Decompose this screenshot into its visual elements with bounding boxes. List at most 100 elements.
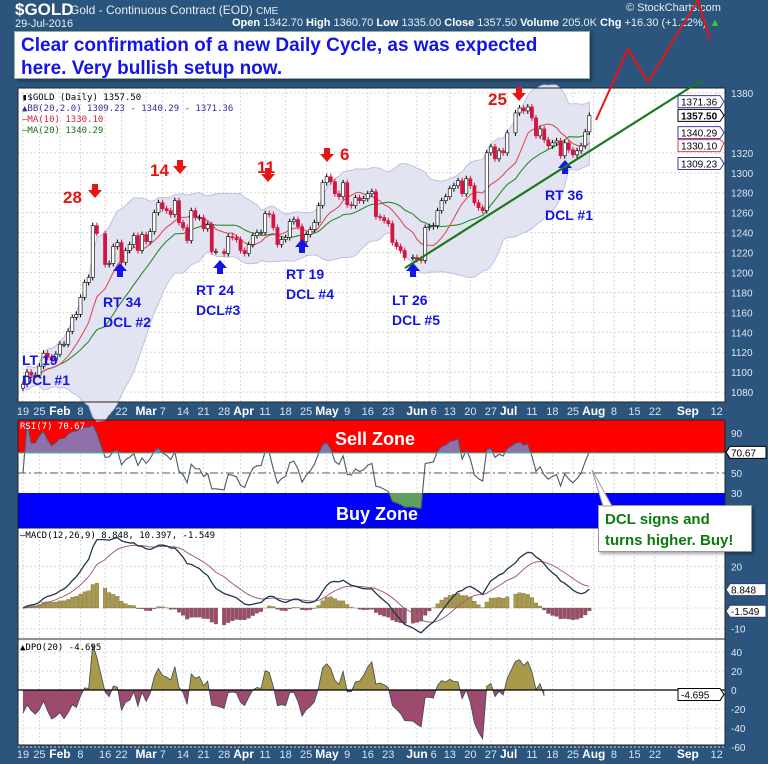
candle (222, 251, 227, 254)
macd-histogram-bar (476, 604, 481, 609)
price-tag-text: 1371.36 (681, 98, 718, 109)
macd-histogram-bar (398, 607, 403, 623)
macd-histogram-bar (328, 596, 333, 609)
x-tick-label: 28 (218, 749, 230, 761)
x-tick-label: 25 (300, 749, 312, 761)
legend-macd: —MACD(12,26,9) 8.848, 10.397, -1.549 (20, 531, 216, 541)
macd-histogram-bar (369, 607, 374, 610)
macd-histogram-bar (156, 606, 161, 609)
candle (201, 217, 206, 229)
legend-bb-text: BB(20,2.0) 1309.23 - 1340.29 - 1371.36 (27, 104, 234, 114)
candle (41, 352, 46, 367)
candle (427, 226, 432, 228)
macd-histogram-bar (575, 607, 579, 620)
x-tick-label: 8 (611, 406, 617, 418)
price-tag-text: 1340.29 (681, 129, 718, 140)
macd-histogram-bar (62, 600, 66, 609)
macd-histogram-bar (259, 607, 263, 612)
candle (521, 107, 526, 112)
x-tick-label: 6 (431, 749, 437, 761)
cycle-low-label: RT 24 DCL#3 (196, 280, 240, 320)
macd-histogram-bar (451, 593, 456, 609)
y-tick-label: 1180 (731, 288, 753, 299)
candle (513, 112, 518, 134)
macd-histogram-bar (337, 600, 341, 609)
candle (320, 182, 325, 206)
y-tick-label: 1280 (731, 189, 754, 200)
callout-box: DCL signs and turns higher. Buy! (598, 505, 752, 552)
macd-histogram-bar (542, 607, 547, 611)
x-tick-label: 7 (160, 749, 166, 761)
candle (410, 257, 415, 259)
candle (382, 217, 387, 221)
macd-histogram-bar (246, 607, 251, 619)
macd-histogram-bar (205, 607, 210, 619)
macd-histogram-bar (107, 592, 112, 609)
x-tick-label: 14 (177, 749, 189, 761)
macd-histogram-bar (373, 607, 378, 613)
x-tick-label: 18 (546, 749, 558, 761)
x-tick-label: 11 (259, 406, 270, 418)
volume-value: 205.0K (562, 17, 597, 29)
candle (447, 188, 452, 197)
legend-rsi: RSI(7) 70.67 (20, 422, 85, 433)
candle (316, 205, 321, 223)
macd-histogram-bar (419, 607, 424, 622)
y-tick-label: 90 (731, 429, 743, 440)
candle (103, 233, 107, 265)
macd-histogram-bar (534, 602, 538, 609)
cycle-low-line1: LT 19 (22, 352, 58, 368)
cycle-low-line1: RT 19 (286, 266, 325, 282)
low-value: 1335.00 (401, 17, 442, 29)
macd-hist-tag (725, 604, 767, 618)
x-tick-label: Apr (233, 747, 254, 761)
macd-histogram-bar (283, 607, 288, 611)
candle (525, 106, 530, 112)
exchange: CME (256, 6, 279, 17)
candle (213, 251, 218, 253)
candle (296, 219, 300, 227)
macd-histogram-bar (538, 605, 543, 609)
x-tick-label: 27 (485, 406, 497, 418)
x-tick-label: May (315, 404, 339, 418)
y-tick-label: 20 (731, 667, 743, 678)
candle (90, 225, 95, 278)
macd-histogram-bar (234, 607, 239, 620)
candle (402, 250, 407, 258)
candle (291, 219, 296, 222)
candle (279, 239, 284, 245)
macd-histogram-bar (189, 607, 194, 618)
macd-histogram-bar (148, 607, 153, 611)
macd-histogram-bar (86, 590, 91, 609)
candle (156, 202, 161, 213)
candle (324, 176, 329, 184)
x-tick-label: 8 (611, 749, 617, 761)
macd-histogram-bar (390, 607, 395, 621)
macd-histogram-bar (566, 607, 571, 620)
stockcharts-brand[interactable]: © StockCharts.com (626, 2, 721, 14)
candle (423, 227, 428, 261)
close-label: Close (444, 17, 475, 29)
candle (546, 139, 551, 147)
macd-histogram-bar (152, 607, 157, 609)
x-tick-label: 21 (197, 749, 209, 761)
candle (304, 234, 309, 242)
candle (275, 227, 280, 245)
candle (435, 210, 440, 226)
candle (144, 234, 149, 242)
macd-histogram-bar (160, 606, 165, 609)
macd-histogram-bar (513, 593, 518, 609)
candle (185, 227, 190, 241)
candle (349, 204, 354, 206)
panel-border (17, 638, 726, 746)
candle (33, 374, 38, 377)
legend-price-text: $GOLD (Daily) 1357.50 (27, 93, 142, 103)
y-tick-label: 50 (731, 469, 743, 480)
x-tick-label: 8 (77, 749, 83, 761)
macd-histogram-bar (230, 607, 235, 621)
candle (107, 263, 112, 265)
rsi-overbought-fill (23, 423, 590, 453)
candle (472, 185, 477, 203)
macd-histogram-bar (82, 591, 87, 609)
candle (452, 185, 456, 190)
